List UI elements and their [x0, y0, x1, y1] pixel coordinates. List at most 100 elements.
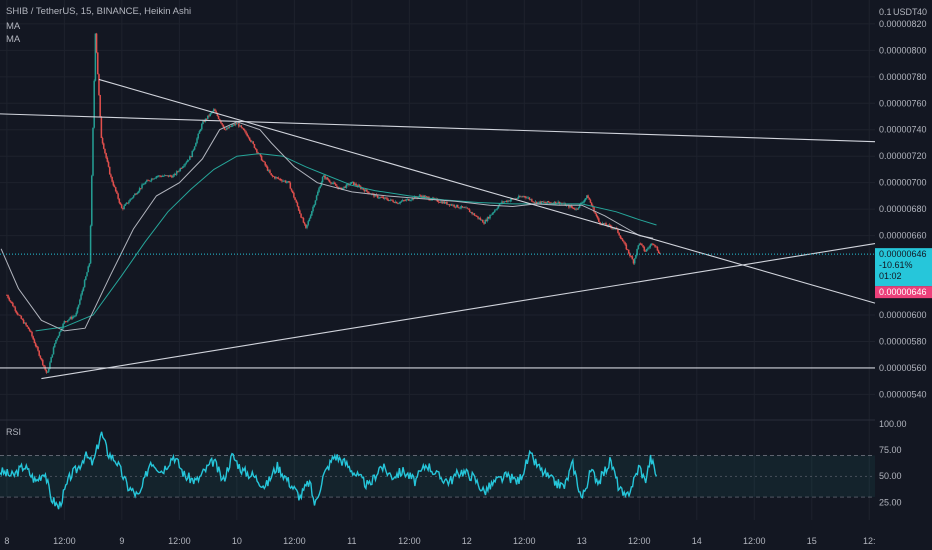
candle-body — [120, 204, 123, 209]
candle-body — [355, 183, 357, 186]
candle-body — [269, 170, 271, 174]
candle-body — [583, 199, 586, 202]
candle-body — [533, 201, 536, 203]
candle-body — [56, 338, 58, 340]
candle-body — [233, 124, 235, 126]
candle-body — [215, 111, 217, 114]
candle-body — [427, 196, 429, 198]
candle-body — [55, 339, 57, 344]
candle-body — [554, 201, 557, 204]
candle-body — [385, 197, 387, 199]
rsi-pane[interactable]: RSI — [0, 427, 875, 510]
candle-body — [656, 247, 659, 251]
candle-body — [239, 125, 241, 127]
candle-body — [397, 203, 399, 205]
candle-body — [612, 228, 614, 230]
candle-body — [241, 127, 244, 129]
candle-body — [313, 204, 316, 207]
rsi-axis-label: 75.00 — [879, 445, 902, 455]
rsi-axis[interactable]: 100.00 75.00 50.00 25.00 — [879, 419, 907, 507]
candle-body — [581, 202, 583, 204]
candle-body — [395, 201, 398, 204]
candle-body — [87, 266, 90, 273]
candle-body — [458, 207, 460, 209]
trend-lines[interactable] — [0, 78, 876, 380]
candle-body — [381, 197, 384, 199]
candle-body — [198, 131, 201, 134]
candle-body — [509, 200, 512, 202]
candle-body — [245, 131, 247, 134]
candle-body — [648, 247, 650, 249]
candle-body — [122, 208, 124, 210]
candle-body — [377, 197, 380, 199]
candle-body — [82, 287, 85, 291]
scale-mode: 0.1 — [879, 7, 892, 17]
candle-body — [294, 197, 296, 201]
candle-body — [380, 197, 382, 198]
candle-body — [22, 319, 25, 324]
candle-body — [175, 171, 178, 175]
candle-body — [491, 213, 494, 215]
candle-body — [474, 215, 477, 217]
candle-body — [654, 244, 656, 247]
candle-body — [19, 315, 21, 316]
candle-body — [98, 74, 100, 96]
candle-body — [363, 189, 366, 192]
candle-body — [376, 195, 379, 198]
currency-label[interactable]: 0.1 USDT 40 — [879, 7, 927, 17]
candle-body — [391, 199, 393, 201]
candle-body — [367, 191, 369, 194]
candle-body — [351, 181, 354, 183]
indicator-ma-1[interactable]: MA — [6, 21, 21, 32]
candle-body — [326, 177, 329, 180]
candle-body — [342, 187, 344, 190]
candle-body — [531, 199, 533, 202]
candle-body — [288, 181, 290, 183]
candle-body — [199, 129, 202, 132]
candle-body — [425, 196, 428, 198]
candle-body — [33, 339, 36, 344]
candle-body — [490, 214, 492, 216]
trend-line — [41, 243, 876, 380]
candle-body — [636, 249, 638, 255]
price-axis[interactable]: 0.00000820 0.00000800 0.00000780 0.00000760… — [879, 19, 927, 400]
candle-body — [63, 321, 66, 324]
candle-body — [217, 116, 220, 120]
candle-body — [51, 354, 54, 358]
candle-body — [472, 213, 475, 215]
price-pane[interactable] — [0, 0, 876, 520]
candle-body — [478, 218, 481, 219]
time-axis[interactable]: 8 12:00 9 12:00 10 12:00 11 12:00 12 12:00 13 12:00… — [4, 536, 875, 546]
candle-body — [227, 127, 229, 129]
candle-body — [260, 155, 263, 161]
candle-body — [10, 301, 13, 303]
candle-body — [343, 186, 345, 188]
candle-body — [422, 195, 424, 198]
candle-body — [276, 177, 278, 179]
rsi-label[interactable]: RSI — [6, 427, 21, 437]
time-axis-label: 12:00 — [628, 536, 651, 546]
candle-body — [37, 346, 39, 351]
candle-body — [468, 209, 471, 213]
candle-body — [586, 195, 588, 199]
candle-body — [240, 125, 243, 128]
candle-body — [157, 175, 160, 177]
price-axis-label: 0.00000800 — [879, 45, 927, 55]
candle-body — [575, 208, 577, 210]
candle-body — [149, 180, 152, 182]
candle-body — [613, 228, 616, 230]
candle-body — [12, 302, 14, 307]
candle-body — [142, 184, 145, 186]
candle-body — [317, 191, 319, 196]
price-tags: 0.00000646 -10.61% 01:02 0.00000646 — [875, 248, 932, 299]
candle-body — [251, 141, 253, 143]
candle-body — [95, 33, 98, 53]
chart-title[interactable]: SHIB / TetherUS, 15, BINANCE, Heikin Ash… — [6, 6, 192, 17]
candle-body — [153, 178, 155, 180]
indicator-ma-2[interactable]: MA — [6, 34, 21, 45]
candle-body — [151, 178, 154, 180]
candle-body — [354, 183, 356, 185]
candle-body — [548, 202, 551, 204]
candle-body — [129, 199, 131, 202]
